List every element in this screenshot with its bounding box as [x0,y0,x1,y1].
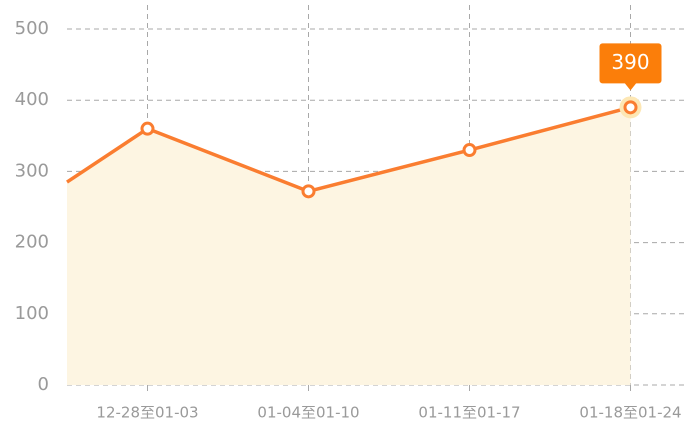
x-tick-label: 01-18至01-24 [579,404,681,422]
point [140,121,155,136]
area [67,107,631,385]
tooltip-pointer [624,82,637,91]
y-tick-label: 100 [15,303,49,324]
point [623,100,638,115]
y-tick-label: 300 [15,160,49,181]
y-tick-label: 400 [15,89,49,110]
y-tick-label: 0 [38,374,49,395]
x-tick-label: 01-04至01-10 [257,404,359,422]
x-tick-label: 01-11至01-17 [418,404,520,422]
y-tick-label: 500 [15,18,49,39]
point [462,143,477,158]
x-tick-label: 12-28至01-03 [96,404,198,422]
point [301,184,316,199]
y-tick-label: 200 [15,232,49,253]
tooltip-label: 390 [611,50,649,74]
tooltip-box [599,43,662,84]
